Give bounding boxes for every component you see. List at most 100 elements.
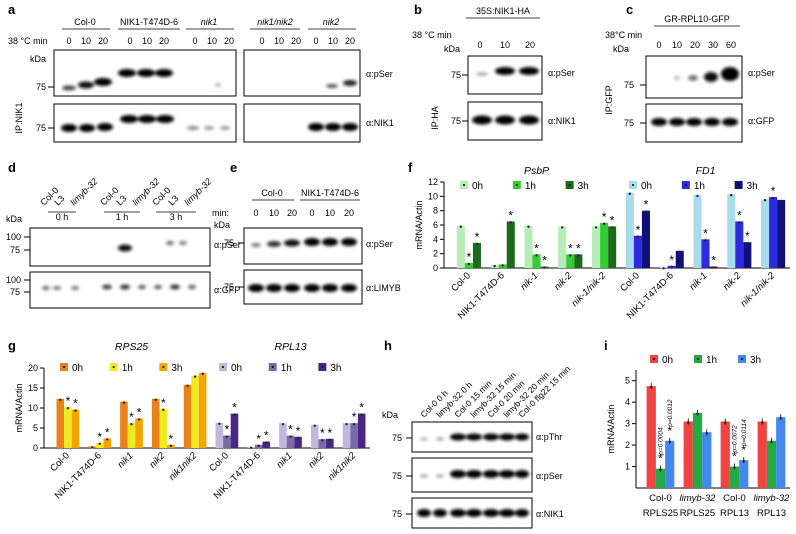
category-label: nik1	[116, 450, 136, 470]
genotype-label: nik1/nik2	[257, 17, 293, 27]
category-label: nik2	[306, 450, 327, 471]
bar	[318, 439, 327, 448]
data-point	[742, 459, 745, 463]
y-axis-label: mRNA/Actin	[606, 404, 616, 453]
data-point	[193, 375, 197, 378]
bar	[761, 199, 770, 268]
data-point	[154, 398, 157, 401]
time-label: 10	[81, 36, 91, 46]
bar	[743, 242, 752, 268]
data-point	[779, 417, 782, 420]
bar	[198, 372, 207, 448]
data-point	[467, 262, 471, 266]
temp-label-c: 38°C min	[605, 30, 642, 40]
legend-dot	[684, 184, 687, 186]
blot-frame	[243, 49, 361, 97]
bar	[727, 194, 736, 268]
panel-letter-b: b	[414, 2, 422, 17]
p-value: p=0.0012	[667, 399, 674, 428]
significance-star: *	[667, 424, 672, 438]
bar	[641, 210, 650, 268]
data-point	[225, 435, 229, 438]
bar	[103, 438, 112, 448]
data-point	[162, 408, 165, 411]
legend-dot	[653, 358, 655, 360]
data-point	[602, 222, 606, 226]
antibody-label: α:pThr	[536, 432, 562, 442]
data-point	[233, 413, 236, 416]
significance-star: *	[568, 241, 573, 255]
bar	[506, 221, 515, 268]
data-point	[257, 444, 260, 447]
antibody-label: α:LIMYB	[366, 283, 401, 293]
data-point	[459, 225, 463, 228]
legend-dot	[63, 366, 65, 368]
antibody-label: α:pSer	[214, 240, 241, 250]
bar	[692, 412, 703, 488]
data-point	[501, 264, 504, 267]
legend-dot	[321, 366, 324, 368]
bar	[720, 421, 730, 488]
time-labels-c: 0 10 20 30 60	[656, 40, 736, 50]
mw-marker: 75	[36, 82, 46, 92]
antibody-label: α:pSer	[366, 239, 393, 249]
significance-star: *	[352, 410, 357, 424]
blot-frame	[411, 457, 533, 493]
data-point	[724, 421, 727, 424]
time-label: 10	[328, 36, 338, 46]
time-label: 20	[224, 36, 234, 46]
bands-h	[417, 433, 529, 517]
construct-label: GR-RPL10-GFP	[664, 14, 730, 24]
legend-label: 0h	[472, 181, 483, 192]
category-label: Col-0	[449, 270, 473, 294]
mw-marker: 75	[624, 118, 634, 128]
bar	[769, 197, 778, 268]
data-point	[569, 254, 572, 257]
bar	[310, 424, 319, 448]
blot-frame	[53, 103, 237, 143]
category-label: nik-1	[687, 270, 709, 292]
significance-star: *	[296, 424, 301, 438]
significance-star: *	[737, 208, 742, 222]
bar	[191, 375, 199, 448]
group-label: 3 h	[170, 212, 183, 222]
genotype-label: NIK1-T474D-6	[120, 17, 178, 27]
data-point	[577, 254, 580, 257]
min-label: min:	[212, 208, 229, 218]
time-label: 0	[313, 36, 318, 46]
p-value: p=0.0004	[658, 427, 665, 456]
mw-marker: 75	[624, 80, 634, 90]
time-label: 10	[500, 40, 510, 50]
significance-star: *	[542, 254, 547, 268]
panel-letter-d: d	[8, 160, 16, 175]
y-tick-label: 4	[625, 397, 630, 407]
ip-label: IP:GFP	[604, 85, 614, 115]
mw-marker: 75	[10, 287, 20, 297]
data-point	[289, 435, 292, 438]
ip-label: IP:HA	[430, 106, 440, 130]
data-point	[130, 423, 133, 426]
y-tick-label: 10	[28, 403, 38, 413]
time-label: 10	[142, 36, 152, 46]
legend-label: 0h	[231, 363, 242, 374]
panel-letter-e: e	[230, 160, 237, 175]
significance-star: *	[658, 452, 663, 466]
data-point	[201, 372, 204, 375]
data-point	[249, 446, 253, 449]
bar	[558, 226, 567, 268]
legend-label: 1h	[706, 355, 717, 366]
temp-label-a: 38 °C min	[8, 36, 48, 46]
category-sublabel: RPL13	[720, 508, 749, 519]
data-point	[770, 440, 773, 443]
y-axis-label: mRNA/Actin	[414, 200, 424, 249]
time-label: 20	[690, 40, 700, 50]
bar	[326, 438, 334, 448]
time-label: 10	[274, 36, 284, 46]
data-point	[670, 265, 673, 269]
significance-star: *	[288, 423, 293, 437]
bands-a	[61, 69, 358, 132]
